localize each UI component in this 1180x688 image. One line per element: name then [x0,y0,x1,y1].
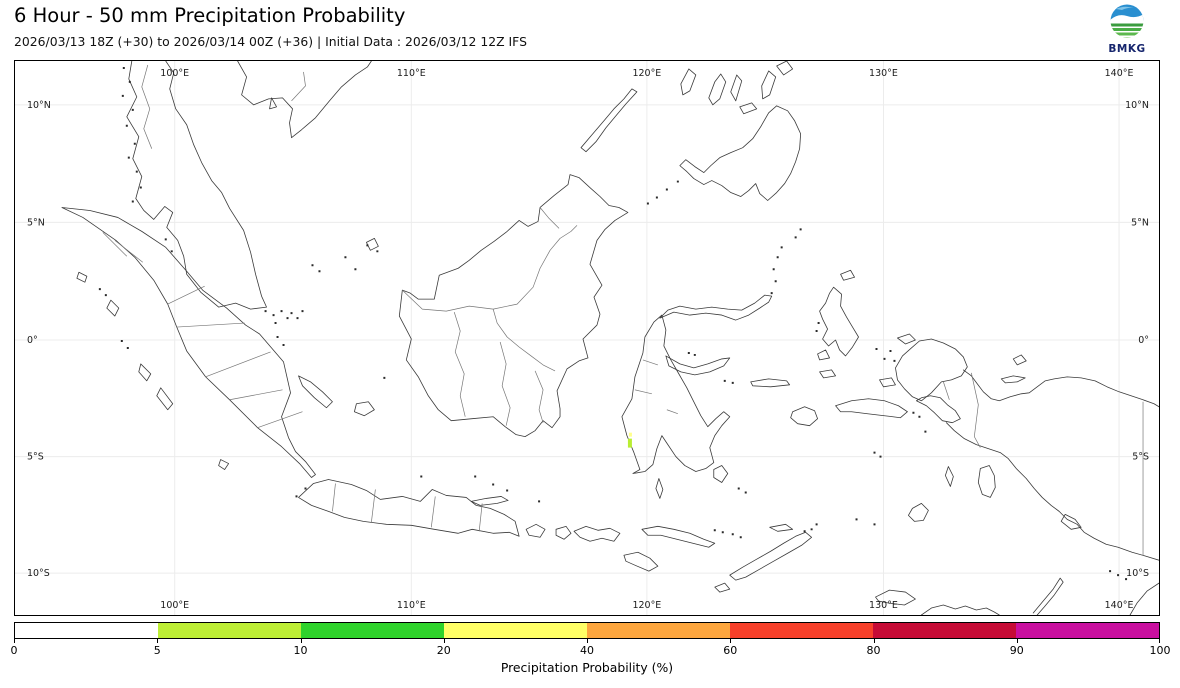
coastline-borneo [398,174,629,438]
graticule-labels: 100°E 110°E 120°E 130°E 140°E 100°E 110°… [27,68,1149,611]
colorbar-segment [587,623,730,638]
page-title: 6 Hour - 50 mm Precipitation Probability [14,4,406,27]
precipitation-shading [627,432,632,448]
map-canvas: 100°E 110°E 120°E 130°E 140°E 100°E 110°… [14,60,1160,616]
coastline-java [298,479,520,537]
small-islands-specks [98,66,1128,581]
lat-label-left: 10°S [27,568,50,579]
coastline-buton-selayar [655,465,729,499]
colorbar-tick-label: 100 [1149,644,1171,657]
colorbar-title: Precipitation Probability (%) [500,660,674,675]
coastline-phu-quoc [269,97,277,110]
bmkg-logo: BMKG [1103,3,1151,55]
lat-label-right: 0° [1138,335,1149,346]
coastline-australia-north [875,577,1159,615]
coastline-sulawesi-stem [621,314,731,474]
lon-label-top: 130°E [869,68,898,79]
boundary-kalimantan-provinces [453,309,556,426]
coastline-bomberai [916,395,961,424]
lon-label-top: 140°E [1105,68,1134,79]
colorbar-segment [444,623,587,638]
precip-spot-sulawesi-2 [628,432,632,437]
coastline-visayas [680,61,794,115]
lat-label-left: 5°N [27,217,45,228]
coastline-aru-kai-tanimbar [908,465,996,522]
colorbar-tick-label: 80 [866,644,881,657]
forecast-period-subtitle: 2026/03/13 18Z (+30) to 2026/03/14 00Z (… [14,34,527,49]
colorbar-segment [730,623,873,638]
graticule-grid [15,61,1159,615]
coastline-newguinea-north [962,369,1159,408]
colorbar-segment [301,623,444,638]
coastline-indochina [237,61,372,139]
lat-label-right: 5°N [1131,217,1149,228]
colorbar-segment [158,623,301,638]
lon-label-bottom: 110°E [397,600,426,611]
precip-spot-sulawesi [627,438,632,448]
coastline-sumatra [61,207,316,478]
coastline-malay-peninsula [126,61,267,310]
colorbar-segment [1016,623,1159,638]
boundary-sulawesi-provinces [634,359,678,415]
colorbar-tick-label: 40 [580,644,594,657]
coastline-newguinea-south [945,422,1159,561]
lon-label-bottom: 140°E [1105,600,1134,611]
colorbar-tick-label: 20 [436,644,451,657]
boundary-vietnam-cambodia [291,71,306,102]
coastline-halmahera [819,269,859,357]
lat-label-left: 5°S [27,452,44,463]
coastline-west-sumatra-islands [76,271,230,470]
colorbar [14,622,1160,639]
coastline-sumba-timor [623,523,813,593]
lat-label-right: 10°N [1125,100,1149,111]
colorbar-ticks [14,639,1160,644]
coastline-madura [470,496,509,506]
bmkg-logo-text: BMKG [1108,43,1146,55]
coastline-sulawesi-east-arm [665,355,731,376]
lon-label-bottom: 130°E [869,600,898,611]
coastline-seram-buru [750,349,908,427]
colorbar-segment [15,623,158,638]
coastline-birds-head [895,338,968,402]
colorbar-tick-labels: 0 5 10 20 40 60 80 90 100 [10,644,1171,658]
coastline-yapen-biak-dolak [1000,354,1082,530]
admin-boundaries [102,64,1144,556]
lon-label-top: 100°E [160,68,189,79]
coastline-bali-lombok [525,523,572,540]
bmkg-logo-icon [1110,4,1144,38]
lon-label-top: 120°E [632,68,661,79]
coastline-sulawesi-north-arm [659,294,773,321]
lon-label-bottom: 100°E [160,600,189,611]
boundary-malaysia-indonesia [402,207,578,312]
lon-label-bottom: 120°E [632,600,661,611]
colorbar-tick-label: 0 [10,644,18,657]
colorbar-tick-label: 60 [723,644,738,657]
colorbar-tick-label: 10 [293,644,308,657]
coastline-mindanao [679,105,802,201]
coastline-bangka-belitung [298,237,379,417]
colorbar-tick-label: 90 [1009,644,1024,657]
coastline-palawan [580,88,638,153]
boundary-sumatra-provinces [102,232,303,429]
lat-label-left: 10°N [27,100,51,111]
boundary-papua-provinces [943,372,981,448]
lat-label-left: 0° [27,335,38,346]
colorbar-tick-label: 5 [153,644,161,657]
coastline-sumbawa-flores [573,525,716,548]
boundary-thai-myanmar [141,64,153,149]
coastline-raja-ampat [879,333,916,388]
lat-label-right: 10°S [1126,568,1149,579]
map-svg: 100°E 110°E 120°E 130°E 140°E 100°E 110°… [15,61,1159,615]
lat-label-right: 5°S [1132,452,1149,463]
lon-label-top: 110°E [397,68,426,79]
colorbar-segment [873,623,1016,638]
boundary-java-provinces [332,483,483,532]
coastlines [61,61,1159,615]
